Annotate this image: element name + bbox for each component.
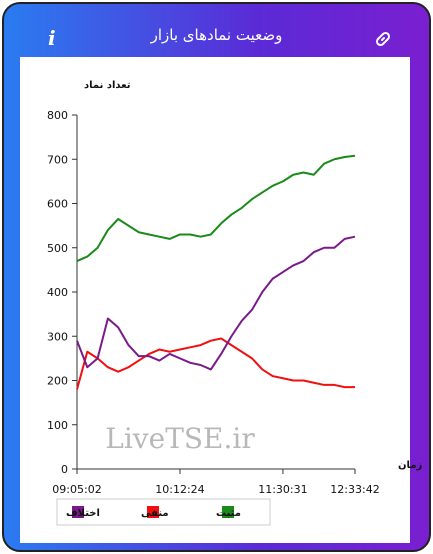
- watermark: LiveTSE.ir: [105, 422, 255, 455]
- x-tick-label: 11:30:31: [258, 483, 307, 496]
- legend-swatch: [72, 506, 84, 518]
- y-tick-label: 800: [47, 109, 68, 122]
- y-tick-label: 0: [61, 463, 68, 476]
- y-tick-label: 600: [47, 198, 68, 211]
- y-tick-label: 700: [47, 153, 68, 166]
- info-icon[interactable]: i: [48, 26, 56, 50]
- legend-swatch: [222, 506, 234, 518]
- chart-panel: [20, 57, 410, 543]
- header-title: وضعیت نمادهای بازار: [150, 26, 283, 44]
- legend-label: اختلاف: [66, 508, 100, 519]
- x-tick-label: 10:12:24: [155, 483, 204, 496]
- series-line: [76, 337, 355, 390]
- y-axis-label: تعداد نماد: [84, 80, 131, 91]
- y-tick-label: 400: [47, 286, 68, 299]
- legend-label: منفی: [141, 508, 169, 519]
- y-tick-label: 300: [47, 330, 68, 343]
- y-tick-label: 500: [47, 242, 68, 255]
- legend-box: [56, 498, 271, 526]
- legend-label: مثبت: [216, 508, 241, 519]
- x-tick-label: 09:05:02: [52, 483, 101, 496]
- series-line: [76, 154, 356, 262]
- link-icon[interactable]: [374, 30, 392, 48]
- y-tick-label: 100: [47, 419, 68, 432]
- legend-swatch: [147, 506, 159, 518]
- x-axis-label: زمان: [398, 460, 422, 471]
- x-tick-label: 12:33:42: [330, 483, 379, 496]
- series-line: [76, 235, 356, 371]
- y-tick-label: 200: [47, 375, 68, 388]
